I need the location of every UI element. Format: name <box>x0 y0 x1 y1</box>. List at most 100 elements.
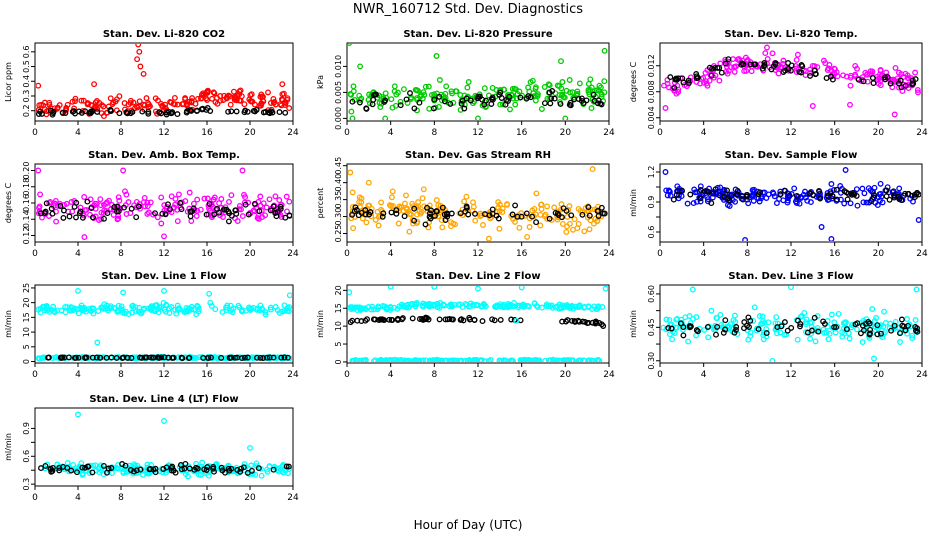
data-point <box>713 314 720 321</box>
data-point <box>208 354 214 361</box>
data-point <box>204 97 211 103</box>
data-point <box>434 357 441 362</box>
data-point <box>242 201 249 208</box>
data-point <box>87 110 94 116</box>
data-point <box>807 335 814 342</box>
outlier-point <box>818 224 825 230</box>
data-point <box>508 316 515 323</box>
data-point <box>73 214 79 221</box>
data-point <box>128 205 135 212</box>
y-tick-label: 0.35 <box>334 191 343 209</box>
data-point <box>114 308 121 315</box>
y-tick-label: 0.008 <box>647 80 656 103</box>
data-point <box>162 211 169 218</box>
data-point <box>710 190 717 197</box>
data-point <box>797 323 803 330</box>
outlier-point <box>81 234 88 241</box>
data-point <box>241 461 248 468</box>
data-point <box>444 213 451 220</box>
x-tick-label: 12 <box>785 370 796 380</box>
data-point <box>507 106 513 113</box>
data-point <box>242 194 249 201</box>
data-point <box>596 320 603 326</box>
x-tick-label: 16 <box>201 128 213 138</box>
outlier-point <box>475 115 481 120</box>
data-point <box>257 302 264 309</box>
data-point <box>778 323 785 330</box>
data-point <box>383 357 390 362</box>
data-point <box>823 329 830 336</box>
data-point <box>533 190 540 197</box>
data-point <box>194 107 200 114</box>
data-point <box>785 60 792 66</box>
data-point <box>847 74 854 81</box>
plot-frame <box>346 163 610 243</box>
outlier-point <box>475 286 481 292</box>
outlier-point <box>161 287 167 294</box>
data-point <box>721 186 728 193</box>
x-tick-label: 20 <box>873 370 885 380</box>
data-point <box>862 320 869 327</box>
data-point <box>278 96 285 103</box>
data-point <box>712 186 719 193</box>
data-point <box>559 79 566 85</box>
y-tick-label: 10 <box>22 327 31 337</box>
data-point <box>172 201 179 208</box>
y-tick-label: 25 <box>22 283 31 293</box>
x-tick-label: 0 <box>344 370 350 380</box>
data-point <box>808 330 815 337</box>
data-point <box>667 74 674 81</box>
data-point <box>877 180 884 187</box>
data-point <box>891 322 898 329</box>
data-point <box>111 465 118 472</box>
data-points <box>348 166 608 241</box>
outlier-point <box>357 63 364 70</box>
data-point <box>531 300 538 307</box>
data-point <box>680 332 687 339</box>
data-point <box>124 354 131 361</box>
data-point <box>716 192 723 199</box>
outlier-point <box>239 167 246 174</box>
data-point <box>40 102 47 109</box>
data-point <box>724 187 730 194</box>
data-point <box>359 215 366 222</box>
x-tick-label: 0 <box>657 128 663 138</box>
data-point <box>738 192 745 199</box>
data-point <box>362 357 369 362</box>
data-point <box>438 217 445 224</box>
data-point <box>751 190 758 197</box>
data-point <box>525 84 532 91</box>
data-point <box>69 108 76 115</box>
data-point <box>831 319 838 326</box>
data-point <box>38 465 44 472</box>
data-points <box>661 44 921 118</box>
data-point <box>447 357 454 362</box>
data-point <box>167 98 174 105</box>
y-axis-label: ml/min <box>629 310 638 338</box>
data-point <box>585 204 592 211</box>
data-point <box>149 354 156 361</box>
x-tick-label: 8 <box>431 370 437 380</box>
data-point <box>177 462 184 468</box>
data-point <box>218 464 225 471</box>
data-point <box>401 213 408 220</box>
data-point <box>161 202 168 209</box>
data-point <box>459 97 466 104</box>
data-point <box>273 213 280 220</box>
data-point <box>882 74 888 81</box>
data-point <box>774 330 780 337</box>
data-point <box>734 190 741 197</box>
data-point <box>828 311 835 318</box>
data-point <box>430 105 437 112</box>
data-point <box>388 96 395 103</box>
data-point <box>586 212 593 219</box>
data-point <box>194 196 201 203</box>
outlier-point <box>161 233 167 240</box>
data-point <box>807 72 814 79</box>
data-point <box>379 316 386 323</box>
data-point <box>398 203 405 210</box>
outlier-point <box>485 235 492 241</box>
data-point <box>902 327 909 334</box>
chart-title: Stan. Dev. Gas Stream RH <box>405 150 551 161</box>
data-point <box>227 101 234 108</box>
